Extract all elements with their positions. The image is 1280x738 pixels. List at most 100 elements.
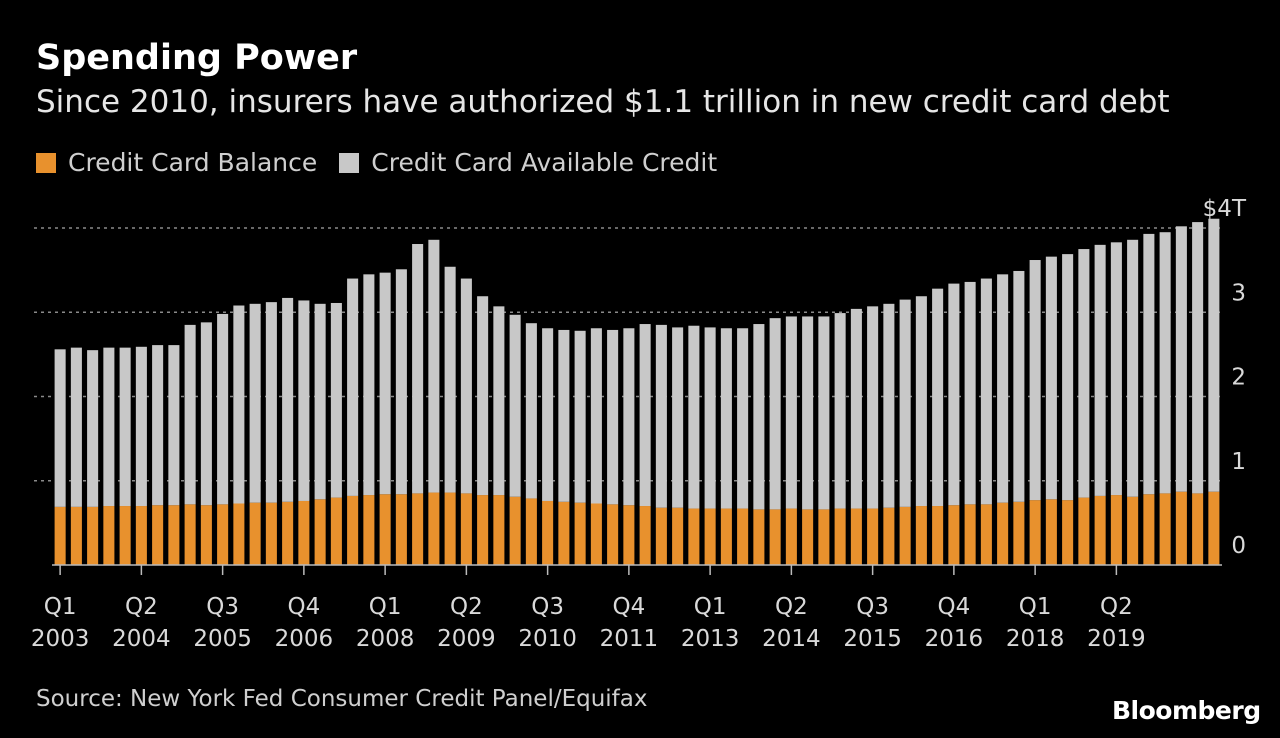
bar-available-credit <box>70 347 82 507</box>
legend-swatch-balance <box>36 152 56 173</box>
bar-balance <box>753 509 765 565</box>
bar-balance <box>1078 497 1090 565</box>
chart-title: Spending Power <box>36 38 358 78</box>
bar-available-credit <box>802 316 814 510</box>
bar-available-credit <box>233 305 245 504</box>
x-tick-quarter-label: Q1 <box>694 594 727 620</box>
x-tick-quarter-label: Q1 <box>44 594 77 620</box>
bar-available-credit <box>1127 239 1139 497</box>
x-tick-year-label: 2011 <box>600 626 659 652</box>
bar-available-credit <box>1159 232 1171 494</box>
bar-balance <box>119 506 131 565</box>
bar-balance <box>87 506 99 565</box>
chart-subtitle: Since 2010, insurers have authorized $1.… <box>36 84 1170 120</box>
bar-available-credit <box>103 347 115 507</box>
bar-balance <box>655 507 667 565</box>
bar-balance <box>135 506 147 565</box>
bar-balance <box>1143 494 1155 565</box>
bar-available-credit <box>704 327 716 509</box>
bar-available-credit <box>1094 244 1106 496</box>
bar-balance <box>997 502 1009 565</box>
bar-balance <box>428 492 440 565</box>
bar-available-credit <box>785 316 797 509</box>
bar-balance <box>915 506 927 565</box>
bar-available-credit <box>1192 222 1204 494</box>
bar-available-credit <box>87 350 99 507</box>
x-tick-year-label: 2016 <box>925 626 984 652</box>
bar-balance <box>802 509 814 565</box>
bar-balance <box>688 508 700 565</box>
bar-available-credit <box>753 324 765 510</box>
x-tick-quarter-label: Q2 <box>1100 594 1133 620</box>
bar-available-credit <box>1078 249 1090 498</box>
bar-balance <box>395 494 407 565</box>
bar-available-credit <box>493 306 505 496</box>
x-tick-quarter-label: Q3 <box>531 594 564 620</box>
x-tick-quarter-label: Q2 <box>125 594 158 620</box>
bar-available-credit <box>1029 260 1041 501</box>
bar-balance <box>379 494 391 565</box>
bar-available-credit <box>932 288 944 507</box>
bar-balance <box>70 506 82 565</box>
bar-available-credit <box>347 278 359 496</box>
bar-available-credit <box>915 296 927 507</box>
bar-available-credit <box>314 303 326 500</box>
bar-balance <box>867 508 879 565</box>
bar-available-credit <box>135 346 147 507</box>
legend-item-balance: Credit Card Balance <box>36 148 317 177</box>
bar-available-credit <box>769 318 781 510</box>
bar-balance <box>444 492 456 565</box>
bar-available-credit <box>298 300 310 501</box>
bar-balance <box>769 509 781 565</box>
bar-available-credit <box>460 278 472 494</box>
y-tick-label: 3 <box>1231 280 1246 306</box>
bar-available-credit <box>1208 218 1220 492</box>
bar-balance <box>574 502 586 565</box>
x-tick-year-label: 2004 <box>112 626 171 652</box>
bar-balance <box>785 508 797 565</box>
bar-balance <box>1013 501 1025 565</box>
bar-available-credit <box>363 274 375 496</box>
bar-available-credit <box>509 314 521 497</box>
x-tick-quarter-label: Q1 <box>1019 594 1052 620</box>
x-tick-year-label: 2008 <box>356 626 415 652</box>
bar-balance <box>525 498 537 565</box>
bar-available-credit <box>1110 242 1122 496</box>
bar-balance <box>850 508 862 565</box>
legend-swatch-available-credit <box>339 152 360 173</box>
bar-balance <box>103 506 115 565</box>
bar-balance <box>249 502 261 565</box>
x-tick-quarter-label: Q4 <box>288 594 321 620</box>
bar-balance <box>948 505 960 565</box>
bar-balance <box>265 502 277 565</box>
bar-available-credit <box>330 302 342 498</box>
bar-available-credit <box>672 327 684 508</box>
legend-label-available-credit: Credit Card Available Credit <box>371 148 718 177</box>
bar-balance <box>347 495 359 565</box>
bar-balance <box>1192 493 1204 565</box>
bar-balance <box>1094 495 1106 565</box>
bar-available-credit <box>883 303 895 508</box>
bar-balance <box>1110 495 1122 565</box>
bar-balance <box>883 507 895 565</box>
bar-available-credit <box>168 345 180 506</box>
bar-available-credit <box>1175 226 1187 492</box>
bar-balance <box>980 504 992 565</box>
bar-available-credit <box>607 329 619 505</box>
bar-available-credit <box>964 281 976 505</box>
x-tick-year-label: 2019 <box>1087 626 1146 652</box>
bar-available-credit <box>1062 254 1074 501</box>
bar-balance <box>558 501 570 565</box>
x-tick-year-label: 2015 <box>843 626 902 652</box>
bar-balance <box>1208 491 1220 565</box>
bar-available-credit <box>184 324 196 505</box>
bar-available-credit <box>152 345 164 506</box>
x-tick-quarter-label: Q2 <box>450 594 483 620</box>
bar-balance <box>200 505 212 565</box>
bar-available-credit <box>54 349 66 507</box>
bar-balance <box>282 501 294 565</box>
bar-available-credit <box>1143 233 1155 495</box>
legend-item-available-credit: Credit Card Available Credit <box>339 148 717 177</box>
bar-balance <box>1159 493 1171 565</box>
bar-balance <box>412 493 424 565</box>
